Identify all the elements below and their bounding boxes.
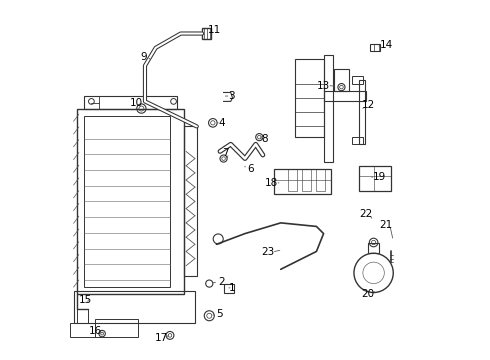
Bar xyxy=(70,323,95,337)
Bar xyxy=(84,96,177,109)
Text: 23: 23 xyxy=(262,247,275,257)
Bar xyxy=(359,80,365,144)
Bar xyxy=(334,69,348,91)
Bar xyxy=(77,109,184,294)
Text: 13: 13 xyxy=(317,81,330,91)
Bar xyxy=(295,59,323,137)
Text: 19: 19 xyxy=(372,172,386,182)
Bar xyxy=(302,169,311,191)
Bar xyxy=(368,243,379,253)
Text: 4: 4 xyxy=(219,118,225,128)
Text: 16: 16 xyxy=(89,326,102,336)
Bar xyxy=(317,169,325,191)
Text: 12: 12 xyxy=(362,100,375,110)
Text: 10: 10 xyxy=(129,98,143,108)
Bar xyxy=(323,91,367,102)
Bar xyxy=(352,76,363,84)
Text: 14: 14 xyxy=(379,40,392,50)
Bar xyxy=(84,116,170,287)
Bar xyxy=(95,319,138,337)
Text: 15: 15 xyxy=(78,295,92,305)
Text: 17: 17 xyxy=(154,333,168,343)
Text: 22: 22 xyxy=(359,209,372,219)
Text: 18: 18 xyxy=(265,178,278,188)
Text: 5: 5 xyxy=(217,309,223,319)
Bar xyxy=(202,28,211,39)
Text: 11: 11 xyxy=(208,24,221,35)
Text: 8: 8 xyxy=(261,134,268,144)
Bar xyxy=(359,166,392,191)
Bar xyxy=(323,55,333,162)
Text: 20: 20 xyxy=(362,289,375,299)
Text: 1: 1 xyxy=(229,283,236,293)
Bar xyxy=(74,291,195,323)
Text: 7: 7 xyxy=(222,148,229,158)
Bar xyxy=(184,126,197,276)
Bar xyxy=(273,169,331,194)
Bar xyxy=(352,137,363,144)
Bar xyxy=(223,284,234,293)
Bar xyxy=(370,44,380,51)
Text: 2: 2 xyxy=(219,277,225,287)
Text: 9: 9 xyxy=(140,52,147,62)
Text: 21: 21 xyxy=(379,220,392,230)
Bar xyxy=(288,169,297,191)
Text: 6: 6 xyxy=(247,164,254,174)
Text: 3: 3 xyxy=(228,91,235,101)
Bar xyxy=(77,309,88,323)
